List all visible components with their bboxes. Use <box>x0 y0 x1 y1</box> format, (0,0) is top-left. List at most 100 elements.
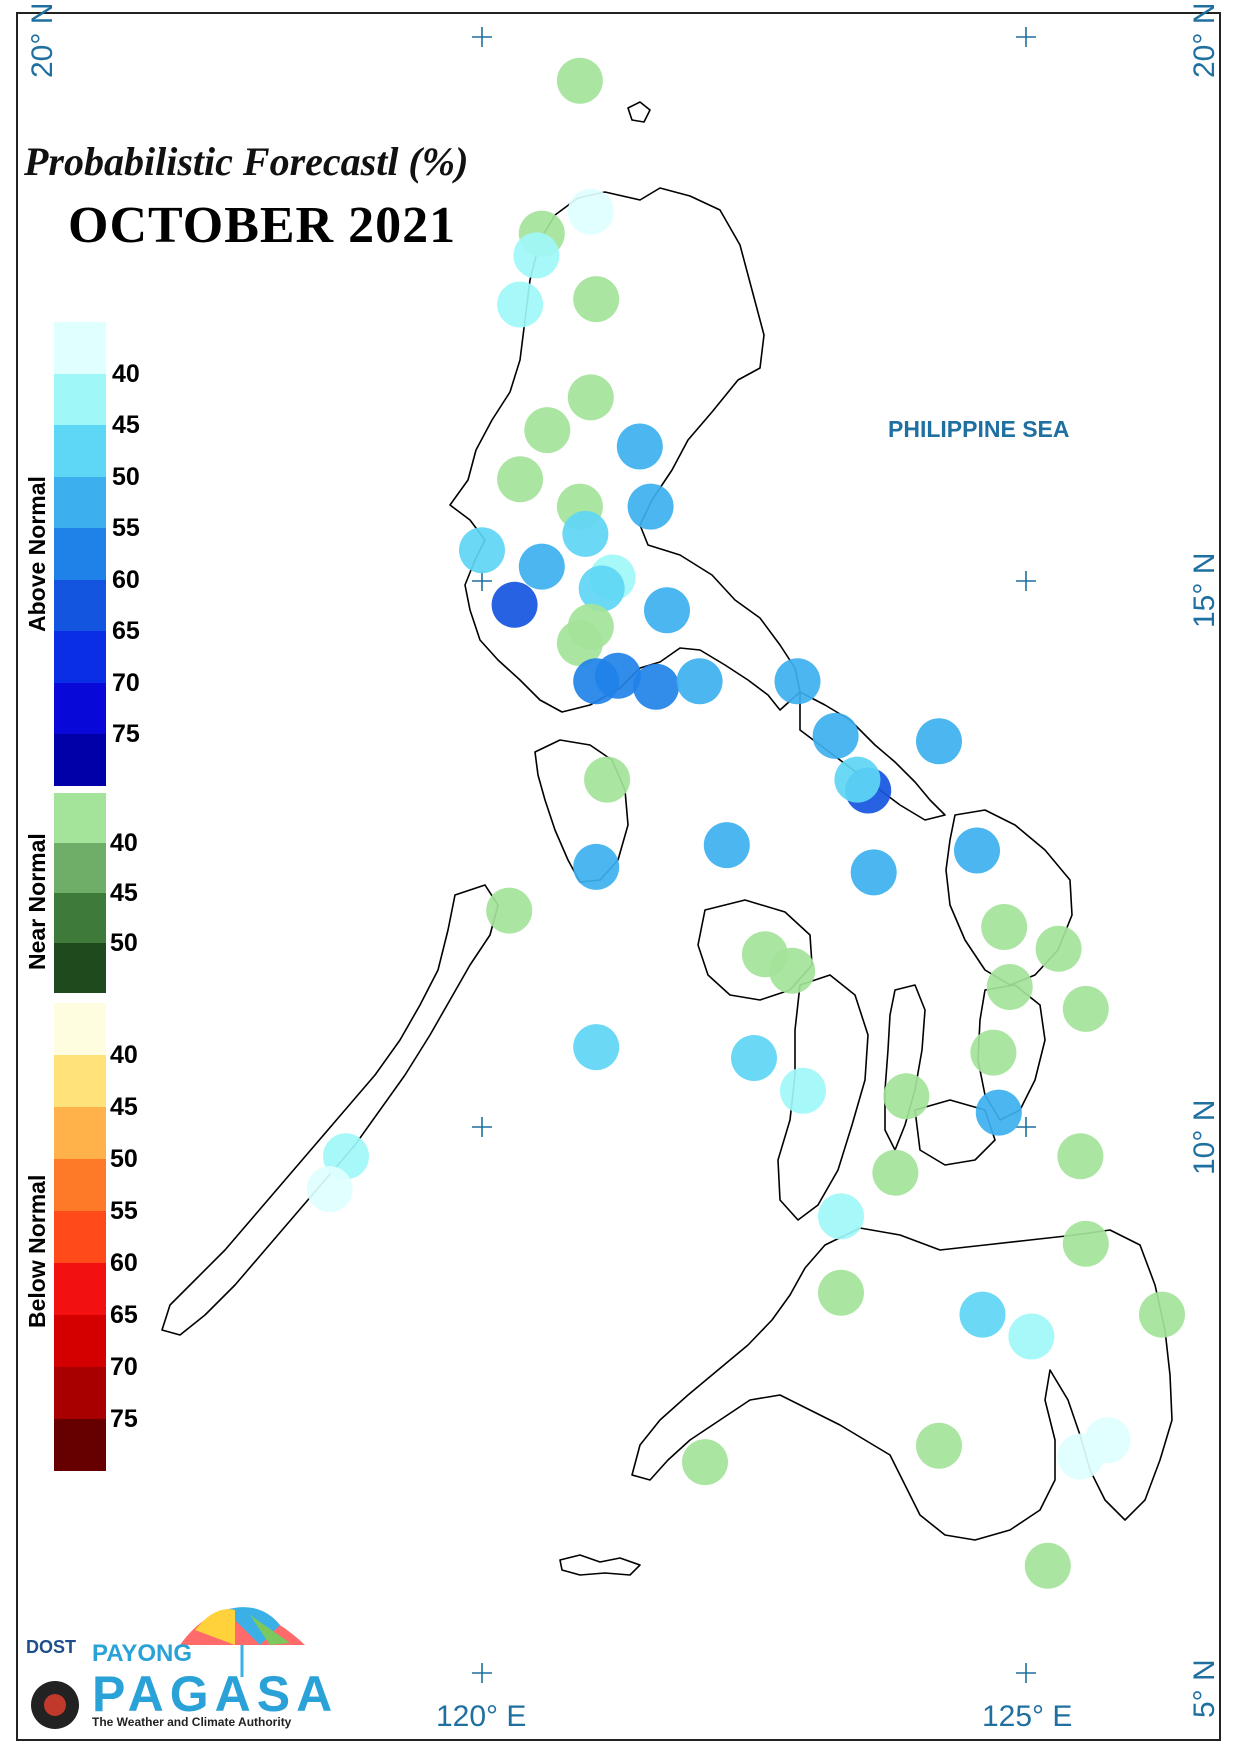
luzon-coastline <box>449 187 801 713</box>
station-above-marker <box>676 658 723 705</box>
forecast-stations <box>306 57 1185 1589</box>
station-above-marker <box>850 849 897 896</box>
legend-near-swatch <box>54 793 106 843</box>
station-near-marker <box>567 374 614 421</box>
mindanao-coastline <box>631 1227 1173 1541</box>
station-near-marker <box>872 1149 919 1196</box>
graticule-ticks <box>472 27 1036 1683</box>
coastline <box>161 101 1173 1576</box>
legend-below-value: 40 <box>110 1041 138 1069</box>
legend-near-title: Near Normal <box>24 833 50 970</box>
station-near-marker <box>970 1029 1017 1076</box>
station-near-marker <box>883 1073 930 1120</box>
logo-pagasa: PAGASA <box>92 1666 339 1722</box>
batanes-coastline <box>627 101 651 123</box>
legend-above-value: 60 <box>112 565 140 594</box>
station-above-marker <box>975 1089 1022 1136</box>
legend-below-swatch <box>54 1055 106 1107</box>
legend-above-swatch <box>54 682 106 734</box>
legend-near-value: 45 <box>110 879 138 907</box>
lat-label-5n: 5° N <box>1188 1659 1221 1718</box>
legend-near-value: 50 <box>110 929 138 957</box>
station-near-marker <box>573 276 620 323</box>
pagasa-logo: DOST PAYONG PAGASA The Weather and Clima… <box>20 1585 332 1735</box>
station-near-marker <box>682 1439 728 1486</box>
bohol-coastline <box>914 1099 996 1166</box>
legend-below-swatch <box>54 1315 106 1367</box>
legend-below-swatch <box>54 1367 106 1419</box>
legend-above-value: 45 <box>112 411 140 439</box>
lat-label-20n-right: 20° N <box>1188 2 1221 78</box>
umbrella-icon <box>31 1607 305 1729</box>
legend-near-swatch <box>54 943 106 993</box>
station-above-marker <box>573 1024 620 1071</box>
station-above-marker <box>616 423 663 470</box>
station-near-marker <box>556 57 603 104</box>
lat-label-20n-left: 20° N <box>26 2 59 78</box>
legend-near-value: 40 <box>110 829 138 857</box>
station-near-marker <box>769 947 816 994</box>
station-above-marker <box>578 565 625 612</box>
map-frame <box>16 12 1221 1741</box>
station-near-marker <box>986 964 1033 1010</box>
legend-above-swatch <box>54 322 106 374</box>
legend-below-value: 55 <box>110 1197 138 1225</box>
station-near-marker <box>486 887 533 934</box>
legend-above-swatch <box>54 734 106 786</box>
lon-label-120e: 120° E <box>436 1700 527 1733</box>
cebu-coastline <box>884 984 926 1151</box>
station-above-marker <box>567 188 614 235</box>
legend-above-value: 75 <box>112 720 140 748</box>
station-above-marker <box>562 510 609 557</box>
station-near-marker <box>524 407 571 454</box>
station-above-marker <box>633 663 680 710</box>
sulu-coastline <box>559 1554 641 1576</box>
legend-above-value: 55 <box>112 514 140 542</box>
station-near-marker <box>584 756 631 803</box>
lat-label-10n: 10° N <box>1188 1099 1221 1175</box>
station-above-marker <box>306 1166 353 1213</box>
legend-below-value: 45 <box>110 1093 138 1121</box>
legend-below-swatch <box>54 1211 106 1263</box>
legend-below-swatch <box>54 1003 106 1055</box>
station-near-marker <box>556 620 603 667</box>
station-above-marker <box>703 822 750 869</box>
station-above-marker <box>459 527 505 574</box>
palawan-coastline <box>161 884 499 1336</box>
legend-above-swatch <box>54 373 106 425</box>
station-above-marker <box>774 658 821 705</box>
legend-above-title: Above Normal <box>24 476 50 632</box>
legend-near-swatch <box>54 893 106 943</box>
station-above-marker <box>595 652 641 699</box>
legend-above-swatch <box>54 579 106 631</box>
station-above-marker <box>916 718 962 765</box>
legend-above-value: 40 <box>112 359 140 388</box>
station-above-marker <box>780 1067 826 1114</box>
legend-above-swatch <box>54 476 106 528</box>
legend-above-value: 65 <box>112 617 140 645</box>
station-above-marker <box>959 1291 1006 1338</box>
station-near-marker <box>916 1422 962 1469</box>
station-near-marker <box>1057 1133 1104 1180</box>
legend-below-value: 75 <box>110 1405 138 1433</box>
forecast-title: Probabilistic Forecastl (%) <box>24 139 469 184</box>
station-near-marker <box>1062 1220 1109 1267</box>
legend-above-swatch <box>54 631 106 683</box>
station-above-marker <box>818 1193 864 1240</box>
station-above-marker <box>518 543 565 590</box>
legend-below-title: Below Normal <box>24 1174 50 1328</box>
legend-below-swatch <box>54 1263 106 1315</box>
legend-below-value: 60 <box>110 1249 138 1277</box>
station-above-marker <box>491 581 538 628</box>
legend-above-value: 50 <box>112 462 140 491</box>
station-near-marker <box>497 456 544 503</box>
legend-below-value: 70 <box>110 1353 138 1381</box>
station-near-marker <box>1035 925 1082 972</box>
station-near-marker <box>1062 985 1109 1032</box>
legend-above-value: 70 <box>112 668 140 697</box>
station-above-marker <box>573 843 620 890</box>
station-above-marker <box>954 827 1000 874</box>
station-near-marker <box>818 1269 864 1316</box>
station-above-marker <box>812 712 859 759</box>
